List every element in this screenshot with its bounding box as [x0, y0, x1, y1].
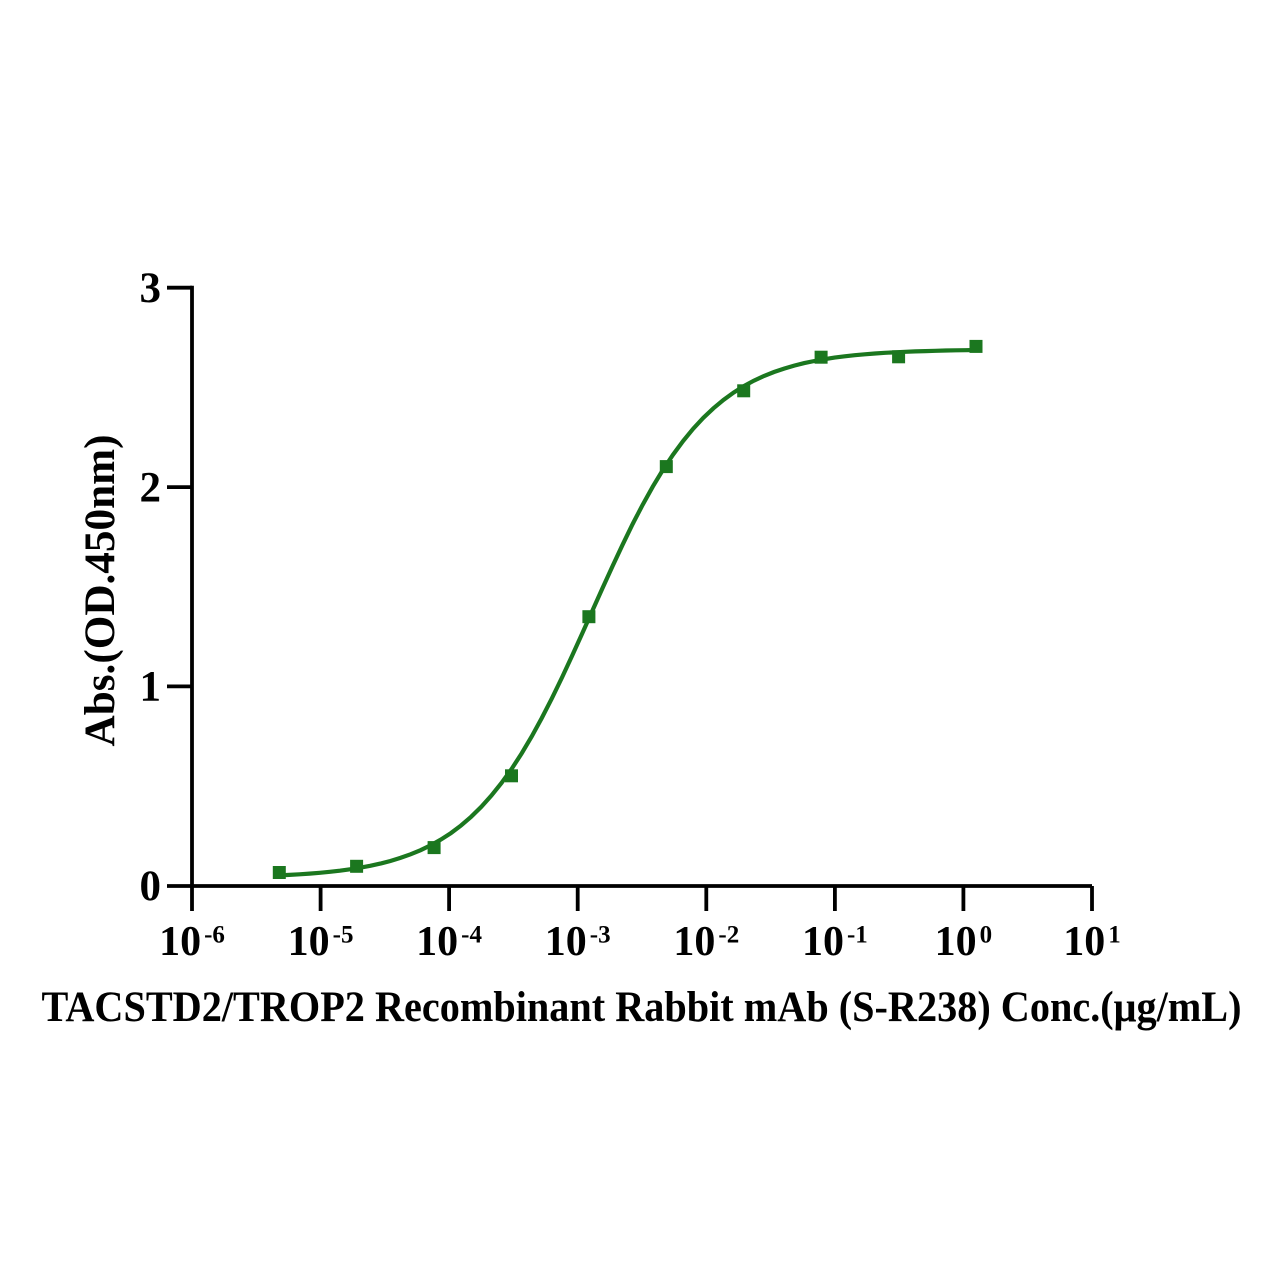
svg-text:3: 3 — [140, 265, 162, 312]
svg-text:Abs.(OD.450nm): Abs.(OD.450nm) — [76, 435, 124, 747]
svg-text:1: 1 — [140, 664, 162, 711]
svg-text:2: 2 — [140, 464, 162, 511]
svg-text:0: 0 — [140, 863, 162, 910]
svg-text:TACSTD2/TROP2 Recombinant Rabb: TACSTD2/TROP2 Recombinant Rabbit mAb (S-… — [42, 984, 1242, 1031]
